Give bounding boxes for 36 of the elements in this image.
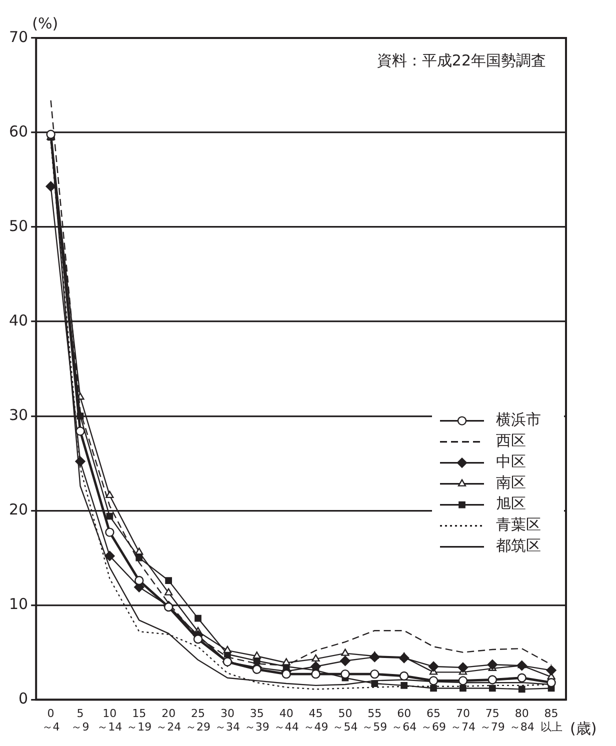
y-tick-label: 50 [8, 216, 28, 235]
x-tick-label: 65 ～69 [421, 707, 446, 734]
y-tick-label: 30 [8, 406, 28, 424]
y-tick-label: 40 [8, 311, 28, 330]
x-tick-label: 25 ～29 [186, 707, 211, 734]
x-tick-label: 70 ～74 [450, 707, 476, 734]
x-tick-label: 40 ～44 [274, 707, 299, 734]
x-tick-label: 30 ～34 [214, 707, 240, 734]
y-tick-label: 0 [18, 689, 28, 708]
x-tick-label: 85 以上 [540, 707, 562, 734]
legend-label: 横浜市 [496, 410, 541, 429]
legend-label: 旭区 [496, 494, 526, 513]
x-axis-title: (歳) [570, 719, 597, 738]
x-tick-label: 0 ～4 [42, 707, 60, 734]
legend-label: 西区 [496, 432, 526, 450]
y-tick-label: 60 [8, 122, 28, 140]
legend-label: 青葉区 [496, 516, 541, 534]
x-tick-label: 15 ～19 [126, 707, 152, 734]
y-tick-label: 70 [8, 28, 28, 46]
x-tick-label: 80 ～84 [509, 707, 534, 734]
y-axis-title: (%) [32, 14, 58, 32]
x-tick-label: 35 ～39 [244, 707, 270, 734]
y-tick-label: 10 [8, 594, 28, 613]
x-tick-label: 5 ～9 [71, 707, 90, 734]
x-tick-label: 60 ～64 [392, 707, 417, 734]
x-tick-label: 10 ～14 [97, 707, 122, 734]
x-tick-label: 75 ～79 [480, 707, 505, 734]
x-tick-label: 45 ～49 [303, 707, 328, 734]
x-tick-label: 55 ～59 [362, 707, 388, 734]
x-tick-label: 20 ～24 [156, 707, 182, 734]
legend-label: 都筑区 [496, 536, 541, 555]
x-tick-label: 50 ～54 [332, 707, 358, 734]
legend-label: 南区 [496, 474, 526, 492]
legend-label: 中区 [496, 452, 526, 471]
y-tick-label: 20 [8, 500, 28, 518]
annotation: 資料：平成22年国勢調査 [376, 51, 546, 70]
